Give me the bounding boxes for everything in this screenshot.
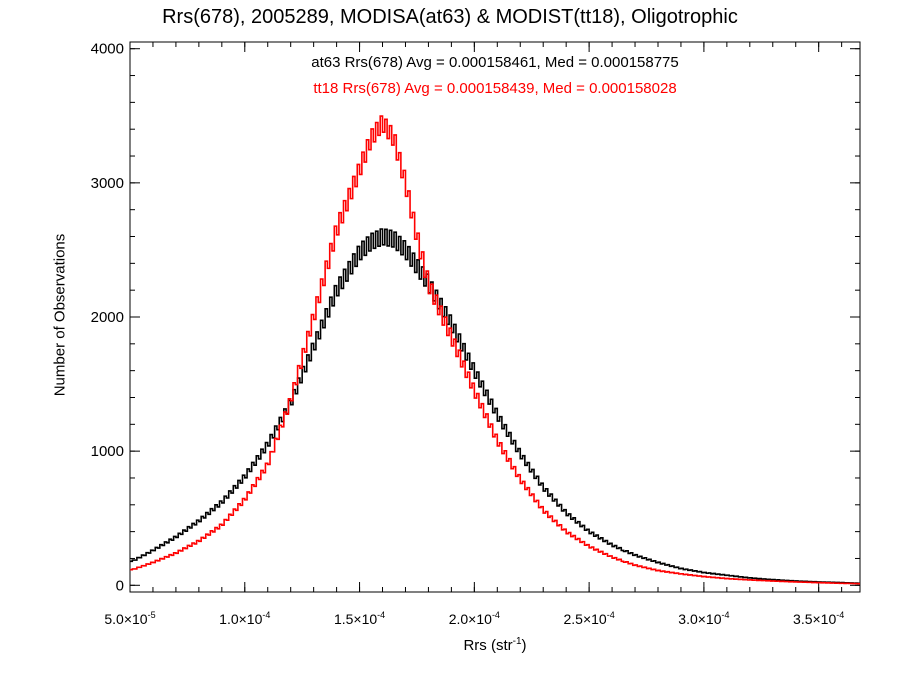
x-tick-mantissa: 1.0×10 — [219, 611, 262, 627]
y-tick-label: 0 — [116, 577, 124, 594]
x-tick-label: 1.5×10-4 — [334, 610, 385, 627]
x-tick-label: 1.0×10-4 — [219, 610, 270, 627]
y-tick-label: 3000 — [91, 175, 124, 192]
x-tick-label: 3.5×10-4 — [793, 610, 844, 627]
x-tick-label: 3.0×10-4 — [678, 610, 729, 627]
y-tick-label: 1000 — [91, 443, 124, 460]
x-tick-exponent: -4 — [722, 610, 730, 620]
x-tick-mantissa: 3.0×10 — [678, 611, 721, 627]
legend-entry-at63: at63 Rrs(678) Avg = 0.000158461, Med = 0… — [311, 54, 679, 71]
x-tick-exponent: -4 — [262, 610, 270, 620]
x-tick-exponent: -4 — [836, 610, 844, 620]
y-tick-label: 4000 — [91, 41, 124, 58]
x-tick-exponent: -4 — [607, 610, 615, 620]
x-tick-mantissa: 3.5×10 — [793, 611, 836, 627]
x-axis-label: Rrs (str-1) — [130, 636, 860, 654]
x-tick-exponent: -4 — [492, 610, 500, 620]
x-tick-label: 2.5×10-4 — [564, 610, 615, 627]
series-tt18-line — [130, 115, 860, 585]
legend-entry-tt18: tt18 Rrs(678) Avg = 0.000158439, Med = 0… — [313, 80, 677, 97]
x-tick-mantissa: 2.5×10 — [564, 611, 607, 627]
series-at63-line — [130, 228, 860, 585]
x-tick-mantissa: 1.5×10 — [334, 611, 377, 627]
y-tick-label: 2000 — [91, 309, 124, 326]
plot-frame — [129, 41, 861, 593]
x-axis-label-close: ) — [521, 637, 527, 654]
x-tick-label: 2.0×10-4 — [449, 610, 500, 627]
x-tick-mantissa: 5.0×10 — [104, 611, 147, 627]
x-tick-exponent: -5 — [148, 610, 156, 620]
x-axis-label-superscript: -1 — [512, 636, 522, 647]
x-tick-mantissa: 2.0×10 — [449, 611, 492, 627]
x-tick-exponent: -4 — [377, 610, 385, 620]
x-axis-label-text: Rrs (str — [463, 637, 513, 654]
chart-title: Rrs(678), 2005289, MODISA(at63) & MODIST… — [162, 6, 738, 28]
x-tick-label: 5.0×10-5 — [104, 610, 155, 627]
